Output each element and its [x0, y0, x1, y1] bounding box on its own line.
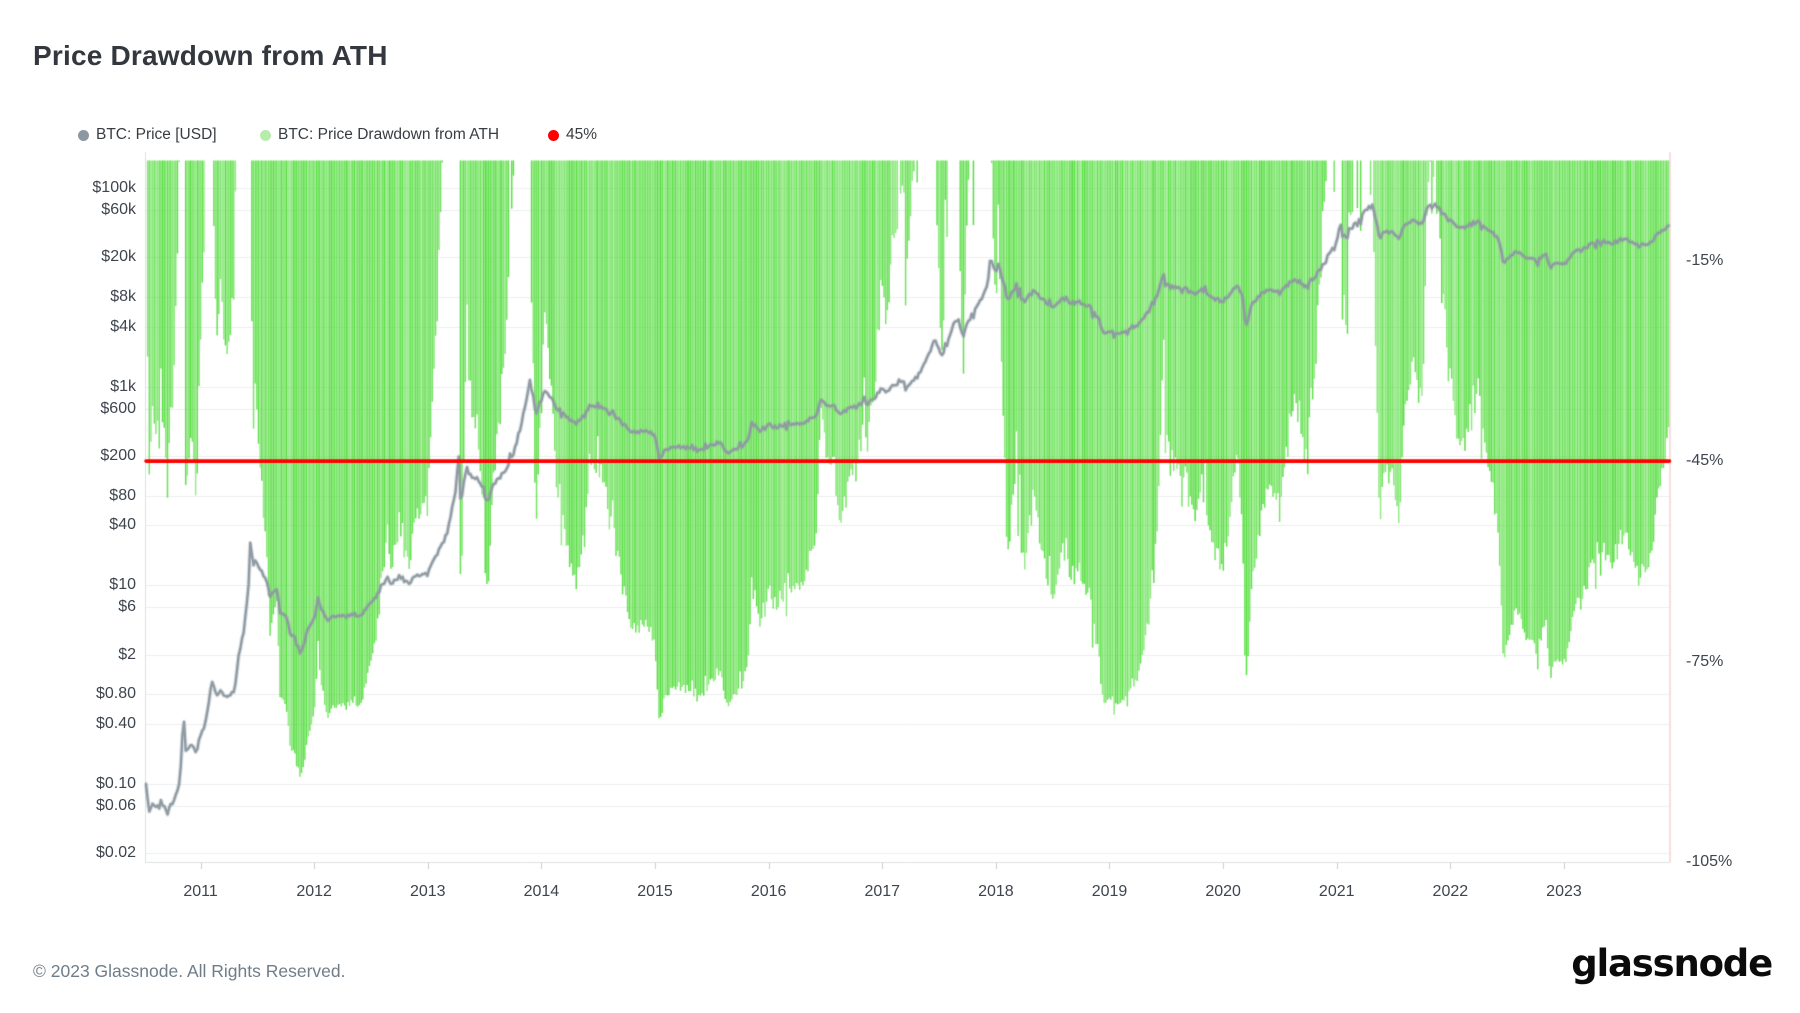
threshold-dot-icon — [548, 129, 559, 141]
drawdown-series-dot-icon — [260, 129, 271, 141]
price-series-dot-icon — [78, 129, 89, 141]
copyright-text: © 2023 Glassnode. All Rights Reserved. — [33, 961, 346, 981]
glassnode-logo: glassnode — [1571, 942, 1773, 985]
legend-item-btc-price[interactable]: BTC: Price [USD] — [78, 126, 217, 144]
legend-item-threshold[interactable]: 45% — [548, 126, 597, 144]
chart-legend: BTC: Price [USD] BTC: Price Drawdown fro… — [0, 126, 1800, 146]
legend-label-price: BTC: Price [USD] — [96, 126, 217, 143]
legend-label-threshold: 45% — [566, 126, 598, 143]
legend-item-drawdown[interactable]: BTC: Price Drawdown from ATH — [260, 126, 499, 144]
page-title: Price Drawdown from ATH — [33, 40, 388, 71]
legend-label-drawdown: BTC: Price Drawdown from ATH — [278, 126, 500, 143]
